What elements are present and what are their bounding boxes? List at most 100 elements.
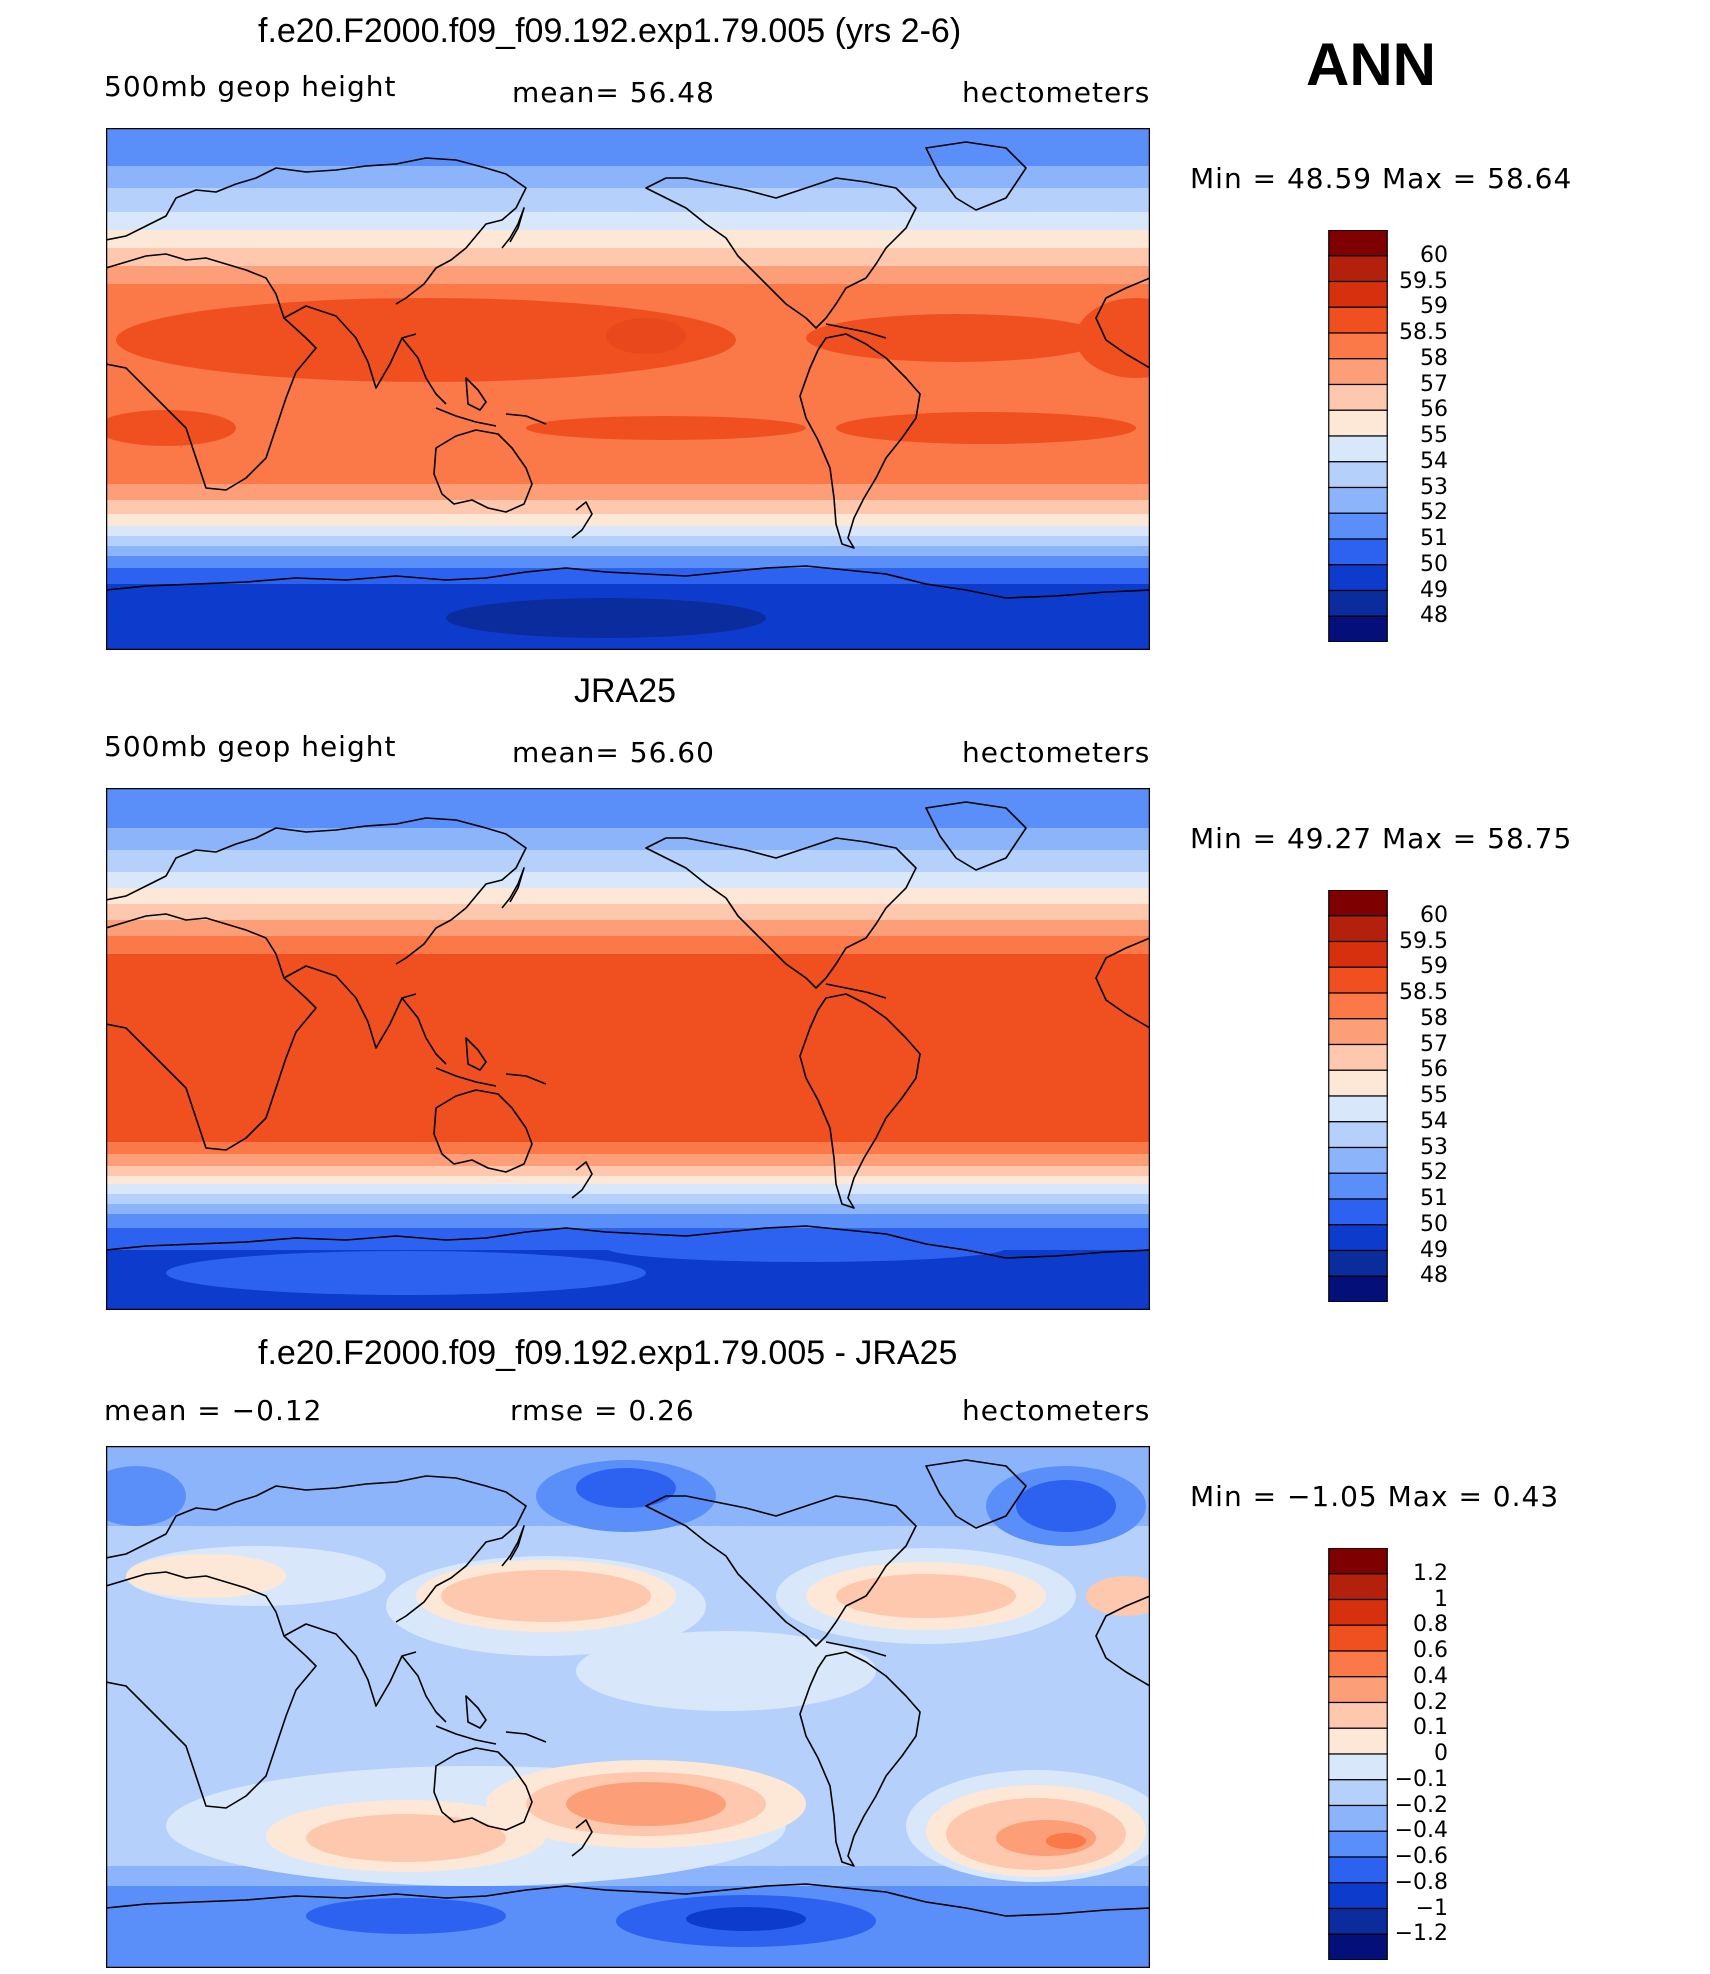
colorbar-tick-label: 1.2 bbox=[1413, 1560, 1448, 1586]
panel-mean-label-diff: mean = −0.12 bbox=[104, 1394, 323, 1427]
colorbar-tick-label: 1 bbox=[1434, 1586, 1448, 1612]
band bbox=[106, 888, 1150, 904]
panel-title-obs: JRA25 bbox=[574, 672, 677, 710]
contour-blob bbox=[441, 1570, 651, 1622]
colorbar-tick-label: 57 bbox=[1420, 1031, 1448, 1057]
band bbox=[106, 188, 1150, 212]
band bbox=[106, 954, 1150, 1142]
band bbox=[106, 904, 1150, 920]
contour-blob bbox=[446, 598, 766, 638]
colorbar-tick-label: 53 bbox=[1420, 474, 1448, 500]
map-diff-svg bbox=[106, 1446, 1150, 1968]
colorbar-tick-label: 54 bbox=[1420, 448, 1448, 474]
band bbox=[106, 1194, 1150, 1204]
contour-blob bbox=[526, 416, 806, 440]
contour-blob bbox=[836, 1574, 1016, 1618]
band bbox=[106, 500, 1150, 514]
colorbar-swatch bbox=[1328, 1856, 1388, 1884]
colorbar-swatch bbox=[1328, 383, 1388, 411]
map-frame bbox=[106, 1446, 1150, 1968]
band bbox=[106, 556, 1150, 568]
map-frame bbox=[106, 788, 1150, 1310]
colorbar-swatch bbox=[1328, 1882, 1388, 1910]
panel-left-label-obs: 500mb geop height bbox=[104, 730, 397, 763]
colorbar-tick-label: 59.5 bbox=[1399, 928, 1448, 954]
colorbar-swatch bbox=[1328, 1548, 1388, 1575]
map-frame bbox=[106, 128, 1150, 650]
band bbox=[106, 212, 1150, 230]
contour-blob bbox=[166, 1251, 646, 1295]
colorbar-tick-label: 59 bbox=[1420, 294, 1448, 320]
colorbar-swatch bbox=[1328, 1043, 1388, 1071]
band bbox=[106, 1142, 1150, 1154]
band bbox=[106, 936, 1150, 954]
contour-blob bbox=[1086, 1576, 1150, 1616]
colorbar-tick-label: 50 bbox=[1420, 1211, 1448, 1237]
contour-blob bbox=[836, 412, 1136, 444]
band bbox=[106, 484, 1150, 500]
colorbar-swatch bbox=[1328, 1804, 1388, 1832]
band bbox=[106, 850, 1150, 872]
colorbar-tick-label: 59 bbox=[1420, 954, 1448, 980]
colorbar-tick-label: 48 bbox=[1420, 1263, 1448, 1289]
colorbar-swatch bbox=[1328, 230, 1388, 257]
colorbar-tick-label: 58.5 bbox=[1399, 320, 1448, 345]
colorbar-swatches bbox=[1328, 230, 1388, 642]
panel-minmax-diff: Min = −1.05 Max = 0.43 bbox=[1190, 1480, 1560, 1513]
band bbox=[106, 526, 1150, 536]
panel-units-label-diff: hectometers bbox=[962, 1394, 1151, 1427]
panel-minmax-obs: Min = 49.27 Max = 58.75 bbox=[1190, 822, 1573, 855]
colorbar-swatch bbox=[1328, 306, 1388, 334]
colorbar-tick-label: 0.8 bbox=[1413, 1612, 1448, 1638]
colorbar-swatch bbox=[1328, 1933, 1388, 1960]
colorbar-swatches bbox=[1328, 1548, 1388, 1960]
colorbar-tick-label: 50 bbox=[1420, 551, 1448, 577]
colorbar-swatches bbox=[1328, 890, 1388, 1302]
map-obs bbox=[106, 788, 1150, 1310]
colorbar-tick-label: 49 bbox=[1420, 1237, 1448, 1263]
panel-title-model: f.e20.F2000.f09_f09.192.exp1.79.005 (yrs… bbox=[258, 12, 962, 50]
colorbar-swatch bbox=[1328, 1701, 1388, 1729]
season-label: ANN bbox=[1306, 31, 1436, 98]
colorbar-tick-label: −0.8 bbox=[1394, 1869, 1448, 1895]
colorbar-swatch bbox=[1328, 435, 1388, 463]
colorbar-tick-label: 0.6 bbox=[1413, 1638, 1448, 1663]
band bbox=[106, 1154, 1150, 1166]
map-model-svg bbox=[106, 128, 1150, 650]
colorbar-swatch bbox=[1328, 1146, 1388, 1174]
contour-blob bbox=[576, 1468, 676, 1508]
contour-blob bbox=[306, 1814, 506, 1862]
band bbox=[106, 1176, 1150, 1184]
colorbar-swatch bbox=[1328, 1727, 1388, 1755]
contour-blob bbox=[576, 1631, 876, 1711]
contour-blob bbox=[106, 1466, 186, 1526]
panel-left-label-model: 500mb geop height bbox=[104, 70, 397, 103]
colorbar-swatch bbox=[1328, 255, 1388, 283]
contour-blob bbox=[1016, 1480, 1116, 1532]
band bbox=[106, 514, 1150, 526]
colorbar-diff: 1.2 1 0.8 0.6 0.4 0.2 0.1 0 −0.1 −0.2 −0.4 −0.6 −0.8… bbox=[1328, 1548, 1448, 1960]
band bbox=[106, 166, 1150, 188]
colorbar-tick-label: 58 bbox=[1420, 345, 1448, 371]
colorbar-tick-label: 51 bbox=[1420, 1186, 1448, 1211]
colorbar-tick-label: 49 bbox=[1420, 577, 1448, 603]
band bbox=[106, 920, 1150, 936]
colorbar-swatch bbox=[1328, 1907, 1388, 1935]
colorbar-obs: 60 59.5 59 58.5 58 57 56 55 54 53 52 51 50 49 48 bbox=[1328, 890, 1448, 1302]
map-obs-svg bbox=[106, 788, 1150, 1310]
band bbox=[106, 230, 1150, 248]
band bbox=[106, 828, 1150, 850]
colorbar-swatch bbox=[1328, 1095, 1388, 1123]
colorbar-tick-label: 52 bbox=[1420, 500, 1448, 526]
panel-mean-label-model: mean= 56.48 bbox=[512, 76, 715, 109]
colorbar-tick-label: 54 bbox=[1420, 1108, 1448, 1134]
colorbar-tick-label: 0.4 bbox=[1413, 1663, 1448, 1689]
colorbar-tick-label: −1 bbox=[1415, 1895, 1448, 1921]
colorbar-swatch bbox=[1328, 1018, 1388, 1046]
colorbar-tick-label: −0.1 bbox=[1394, 1766, 1448, 1792]
band bbox=[106, 248, 1150, 266]
contour-blob bbox=[116, 298, 736, 382]
band bbox=[106, 536, 1150, 546]
contour-blob bbox=[106, 410, 236, 446]
band bbox=[106, 788, 1150, 828]
